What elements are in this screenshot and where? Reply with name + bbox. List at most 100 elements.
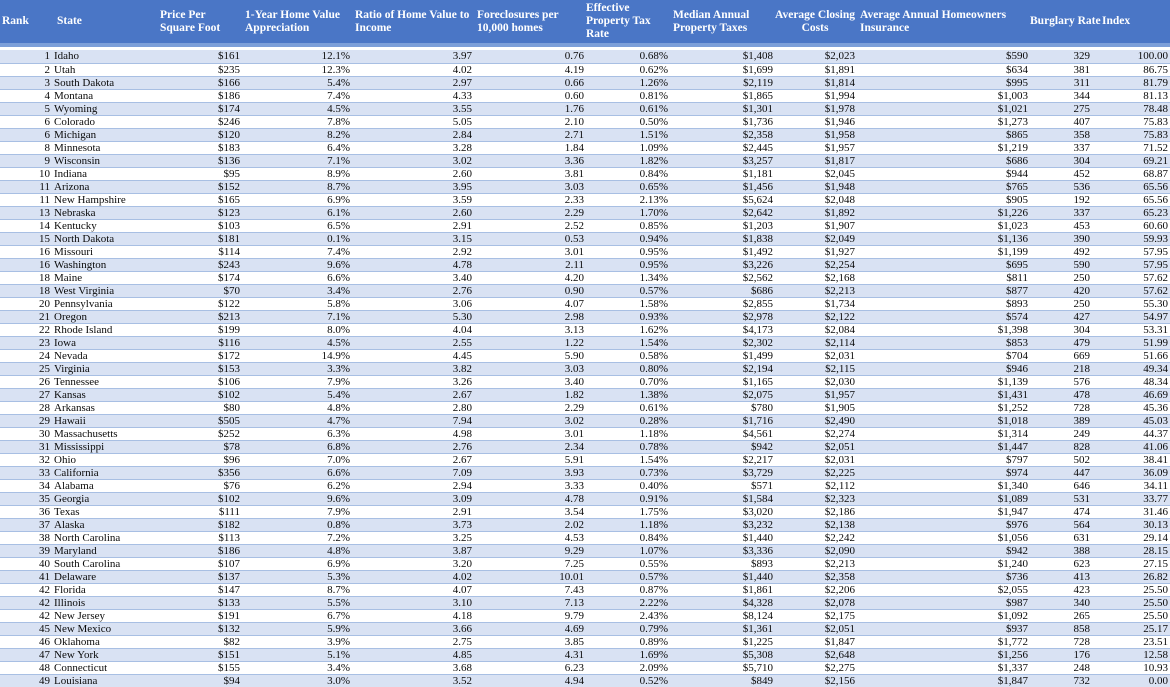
cell-state: Alaska bbox=[52, 518, 157, 532]
cell-average_closing_costs: $1,946 bbox=[775, 115, 857, 129]
cell-ratio_home_value_income: 5.30 bbox=[352, 310, 474, 324]
cell-home_value_appreciation_1yr: 5.4% bbox=[242, 76, 352, 90]
cell-price_per_sqft: $137 bbox=[157, 570, 242, 584]
cell-index: 25.50 bbox=[1092, 596, 1170, 610]
cell-home_value_appreciation_1yr: 4.5% bbox=[242, 336, 352, 350]
cell-effective_property_tax_rate: 1.54% bbox=[586, 453, 670, 467]
cell-price_per_sqft: $252 bbox=[157, 427, 242, 441]
cell-rank: 30 bbox=[0, 427, 52, 441]
table-row: 26 Tennessee $106 7.9% 3.26 3.40 0.70% $1,165 $2… bbox=[0, 375, 1170, 389]
cell-index: 65.56 bbox=[1092, 180, 1170, 194]
cell-rank: 6 bbox=[0, 115, 52, 129]
cell-home_value_appreciation_1yr: 8.2% bbox=[242, 128, 352, 142]
table-row: 24 Nevada $172 14.9% 4.45 5.90 0.58% $1,499 $2,0… bbox=[0, 349, 1170, 363]
cell-home_value_appreciation_1yr: 3.4% bbox=[242, 661, 352, 675]
cell-burglary_rate: 311 bbox=[1030, 76, 1092, 90]
cell-rank: 4 bbox=[0, 89, 52, 103]
cell-price_per_sqft: $95 bbox=[157, 167, 242, 181]
cell-average_closing_costs: $2,323 bbox=[775, 492, 857, 506]
cell-index: 57.62 bbox=[1092, 284, 1170, 298]
cell-foreclosures_per_10000: 2.11 bbox=[474, 258, 586, 272]
cell-home_value_appreciation_1yr: 7.4% bbox=[242, 245, 352, 259]
cell-average_closing_costs: $2,213 bbox=[775, 284, 857, 298]
cell-average_annual_homeowners_insurance: $1,199 bbox=[857, 245, 1030, 259]
cell-average_closing_costs: $2,274 bbox=[775, 427, 857, 441]
cell-rank: 22 bbox=[0, 323, 52, 337]
cell-average_closing_costs: $2,031 bbox=[775, 453, 857, 467]
cell-home_value_appreciation_1yr: 0.1% bbox=[242, 232, 352, 246]
cell-state: Ohio bbox=[52, 453, 157, 467]
cell-ratio_home_value_income: 2.60 bbox=[352, 206, 474, 220]
cell-burglary_rate: 478 bbox=[1030, 388, 1092, 402]
cell-ratio_home_value_income: 3.25 bbox=[352, 531, 474, 545]
cell-rank: 36 bbox=[0, 505, 52, 519]
cell-index: 57.62 bbox=[1092, 271, 1170, 285]
table-body: 1 Idaho $161 12.1% 3.97 0.76 0.68% $1,408 $2,023… bbox=[0, 45, 1170, 687]
cell-rank: 39 bbox=[0, 544, 52, 558]
cell-effective_property_tax_rate: 0.93% bbox=[586, 310, 670, 324]
cell-average_closing_costs: $2,084 bbox=[775, 323, 857, 337]
cell-median_annual_property_taxes: $1,716 bbox=[670, 414, 775, 428]
cell-burglary_rate: 479 bbox=[1030, 336, 1092, 350]
cell-state: Pennsylvania bbox=[52, 297, 157, 311]
cell-average_annual_homeowners_insurance: $1,447 bbox=[857, 440, 1030, 454]
cell-average_annual_homeowners_insurance: $1,431 bbox=[857, 388, 1030, 402]
table-row: 6 Michigan $120 8.2% 2.84 2.71 1.51% $2,358 $1,9… bbox=[0, 128, 1170, 142]
column-header-median_annual_property_taxes: Median Annual Property Taxes bbox=[670, 0, 775, 47]
cell-foreclosures_per_10000: 2.98 bbox=[474, 310, 586, 324]
table-row: 11 Arizona $152 8.7% 3.95 3.03 0.65% $1,456 $1,9… bbox=[0, 180, 1170, 194]
cell-ratio_home_value_income: 3.97 bbox=[352, 50, 474, 64]
cell-average_closing_costs: $2,175 bbox=[775, 609, 857, 623]
table-row: 45 New Mexico $132 5.9% 3.66 4.69 0.79% $1,361 $… bbox=[0, 622, 1170, 636]
cell-effective_property_tax_rate: 1.75% bbox=[586, 505, 670, 519]
cell-ratio_home_value_income: 2.76 bbox=[352, 284, 474, 298]
cell-burglary_rate: 576 bbox=[1030, 375, 1092, 389]
cell-rank: 34 bbox=[0, 479, 52, 493]
cell-price_per_sqft: $113 bbox=[157, 531, 242, 545]
cell-price_per_sqft: $174 bbox=[157, 271, 242, 285]
cell-price_per_sqft: $114 bbox=[157, 245, 242, 259]
cell-rank: 38 bbox=[0, 531, 52, 545]
cell-price_per_sqft: $102 bbox=[157, 388, 242, 402]
cell-home_value_appreciation_1yr: 5.1% bbox=[242, 648, 352, 662]
cell-foreclosures_per_10000: 3.03 bbox=[474, 362, 586, 376]
cell-price_per_sqft: $161 bbox=[157, 50, 242, 64]
cell-ratio_home_value_income: 2.97 bbox=[352, 76, 474, 90]
cell-effective_property_tax_rate: 1.62% bbox=[586, 323, 670, 337]
cell-foreclosures_per_10000: 9.79 bbox=[474, 609, 586, 623]
cell-index: 65.56 bbox=[1092, 193, 1170, 207]
cell-median_annual_property_taxes: $849 bbox=[670, 674, 775, 687]
header-gap-row bbox=[0, 45, 1170, 50]
cell-rank: 33 bbox=[0, 466, 52, 480]
table-row: 42 Florida $147 8.7% 4.07 7.43 0.87% $1,861 $2,2… bbox=[0, 583, 1170, 597]
cell-price_per_sqft: $102 bbox=[157, 492, 242, 506]
cell-index: 25.17 bbox=[1092, 622, 1170, 636]
cell-foreclosures_per_10000: 4.19 bbox=[474, 63, 586, 77]
cell-average_annual_homeowners_insurance: $1,023 bbox=[857, 219, 1030, 233]
cell-index: 29.14 bbox=[1092, 531, 1170, 545]
cell-price_per_sqft: $182 bbox=[157, 518, 242, 532]
cell-price_per_sqft: $356 bbox=[157, 466, 242, 480]
table-row: 42 New Jersey $191 6.7% 4.18 9.79 2.43% $8,124 $… bbox=[0, 609, 1170, 623]
cell-foreclosures_per_10000: 2.34 bbox=[474, 440, 586, 454]
cell-state: Rhode Island bbox=[52, 323, 157, 337]
column-header-home_value_appreciation_1yr: 1-Year Home Value Appreciation bbox=[242, 0, 352, 47]
cell-effective_property_tax_rate: 0.52% bbox=[586, 674, 670, 687]
cell-average_annual_homeowners_insurance: $937 bbox=[857, 622, 1030, 636]
cell-median_annual_property_taxes: $1,408 bbox=[670, 50, 775, 64]
cell-effective_property_tax_rate: 0.85% bbox=[586, 219, 670, 233]
cell-effective_property_tax_rate: 1.18% bbox=[586, 427, 670, 441]
cell-burglary_rate: 728 bbox=[1030, 635, 1092, 649]
cell-index: 25.50 bbox=[1092, 583, 1170, 597]
cell-ratio_home_value_income: 3.28 bbox=[352, 141, 474, 155]
cell-burglary_rate: 413 bbox=[1030, 570, 1092, 584]
cell-rank: 10 bbox=[0, 167, 52, 181]
cell-ratio_home_value_income: 2.91 bbox=[352, 505, 474, 519]
cell-index: 100.00 bbox=[1092, 50, 1170, 64]
cell-price_per_sqft: $96 bbox=[157, 453, 242, 467]
cell-rank: 26 bbox=[0, 375, 52, 389]
cell-average_annual_homeowners_insurance: $1,021 bbox=[857, 102, 1030, 116]
cell-average_closing_costs: $1,817 bbox=[775, 154, 857, 168]
cell-effective_property_tax_rate: 0.61% bbox=[586, 401, 670, 415]
cell-price_per_sqft: $132 bbox=[157, 622, 242, 636]
